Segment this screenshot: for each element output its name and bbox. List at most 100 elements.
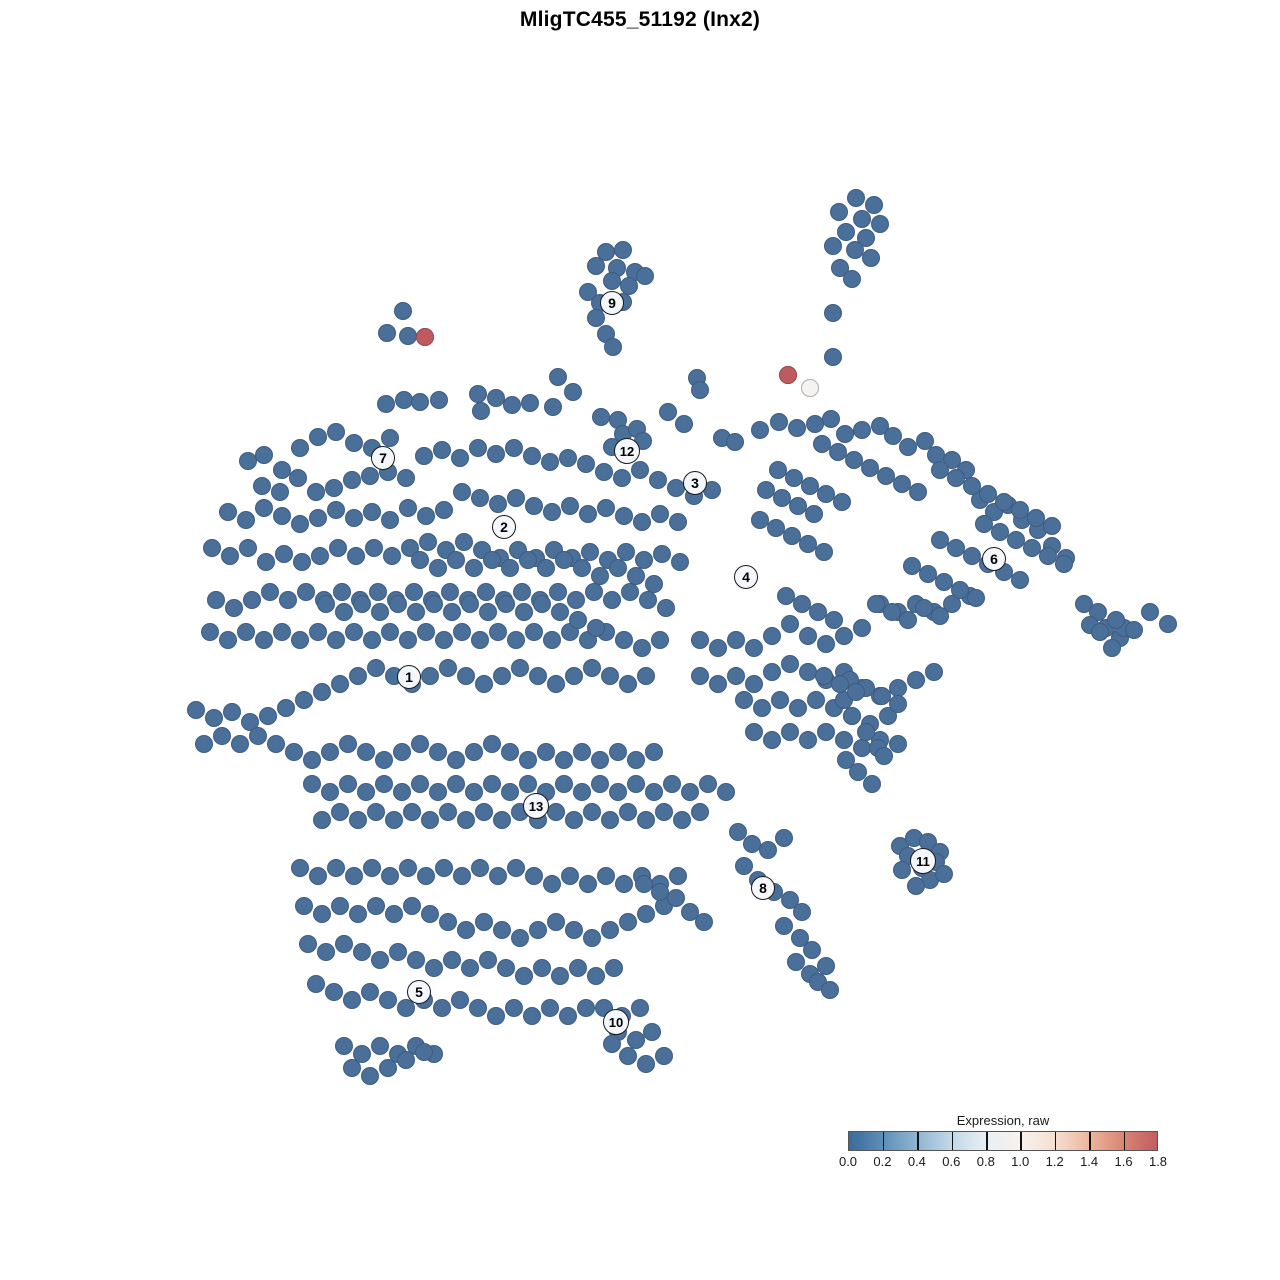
cell-point xyxy=(1055,555,1073,573)
cell-point xyxy=(511,659,529,677)
cell-point xyxy=(331,803,349,821)
cell-point xyxy=(565,921,583,939)
cell-point xyxy=(439,659,457,677)
cluster-label-3[interactable]: 3 xyxy=(683,471,707,495)
cell-point xyxy=(587,309,605,327)
cell-point xyxy=(597,867,615,885)
cell-point xyxy=(335,1037,353,1055)
cell-point xyxy=(507,489,525,507)
page-title: MligTC455_51192 (Inx2) xyxy=(519,8,761,31)
cell-point xyxy=(219,631,237,649)
cell-point xyxy=(1091,623,1109,641)
cell-point xyxy=(1107,611,1125,629)
cell-point xyxy=(615,875,633,893)
cell-point xyxy=(259,707,277,725)
cell-point xyxy=(555,775,573,793)
cell-point xyxy=(619,913,637,931)
cluster-label-12[interactable]: 12 xyxy=(614,438,640,464)
cluster-label-7[interactable]: 7 xyxy=(371,446,395,470)
cluster-label-5[interactable]: 5 xyxy=(407,980,431,1004)
cell-point xyxy=(805,505,823,523)
cell-point xyxy=(371,603,389,621)
cell-point xyxy=(769,461,787,479)
cluster-label-11[interactable]: 11 xyxy=(910,848,936,874)
cell-point xyxy=(345,434,363,452)
cell-point xyxy=(377,395,395,413)
cell-point xyxy=(403,803,421,821)
cell-point xyxy=(799,731,817,749)
cell-point xyxy=(551,603,569,621)
cell-point xyxy=(397,999,415,1017)
colorbar-tickmark xyxy=(917,1132,919,1150)
cell-point xyxy=(253,477,271,495)
cell-point xyxy=(907,671,925,689)
cell-point xyxy=(363,631,381,649)
cell-point xyxy=(843,707,861,725)
cell-point xyxy=(195,735,213,753)
cell-point xyxy=(394,302,412,320)
cell-point xyxy=(461,959,479,977)
cluster-label-2[interactable]: 2 xyxy=(492,515,516,539)
cell-point xyxy=(559,449,577,467)
cell-point xyxy=(465,743,483,761)
cell-point xyxy=(789,699,807,717)
cell-point xyxy=(1141,603,1159,621)
colorbar-ticklabel: 0.0 xyxy=(838,1154,858,1169)
cell-point xyxy=(411,551,429,569)
cell-point xyxy=(837,751,855,769)
cell-point xyxy=(273,623,291,641)
cell-point xyxy=(1039,547,1057,565)
cell-point xyxy=(433,441,451,459)
cell-point xyxy=(815,667,833,685)
cell-point xyxy=(799,535,817,553)
cluster-label-8[interactable]: 8 xyxy=(751,876,775,900)
cell-point xyxy=(635,875,653,893)
cell-point xyxy=(493,811,511,829)
cluster-label-9[interactable]: 9 xyxy=(600,291,624,315)
colorbar-tickmark xyxy=(1089,1132,1091,1150)
cell-point xyxy=(1023,539,1041,557)
cell-point xyxy=(549,583,567,601)
cell-point xyxy=(291,631,309,649)
cell-point xyxy=(691,381,709,399)
cell-point xyxy=(947,469,965,487)
cell-point xyxy=(371,951,389,969)
cell-point xyxy=(503,396,521,414)
cell-point xyxy=(367,803,385,821)
cell-point xyxy=(425,595,443,613)
cell-point xyxy=(1159,615,1177,633)
cluster-label-6[interactable]: 6 xyxy=(982,547,1006,571)
cell-point xyxy=(399,631,417,649)
cell-point xyxy=(523,447,541,465)
cell-point xyxy=(397,469,415,487)
cell-point xyxy=(651,631,669,649)
cell-point xyxy=(884,427,902,445)
colorbar-gradient xyxy=(848,1131,1158,1151)
cell-point-highlighted xyxy=(801,379,819,397)
cell-point xyxy=(573,743,591,761)
cell-point xyxy=(525,497,543,515)
cell-point xyxy=(472,402,490,420)
cluster-label-10[interactable]: 10 xyxy=(603,1009,629,1035)
cell-point xyxy=(407,603,425,621)
cell-point xyxy=(419,533,437,551)
cluster-label-4[interactable]: 4 xyxy=(734,565,758,589)
cell-point xyxy=(775,829,793,847)
cell-point xyxy=(615,507,633,525)
cluster-label-13[interactable]: 13 xyxy=(523,793,549,819)
cell-point xyxy=(751,421,769,439)
cell-point xyxy=(489,623,507,641)
cell-point xyxy=(381,429,399,447)
cell-point xyxy=(243,591,261,609)
cell-point xyxy=(375,775,393,793)
cluster-label-1[interactable]: 1 xyxy=(397,665,421,689)
cell-point xyxy=(361,467,379,485)
cell-point xyxy=(231,735,249,753)
colorbar-tickmark xyxy=(1054,1132,1057,1150)
cell-point xyxy=(577,999,595,1017)
cell-point xyxy=(799,627,817,645)
cell-point xyxy=(525,867,543,885)
cell-point xyxy=(847,189,865,207)
cell-point xyxy=(583,659,601,677)
